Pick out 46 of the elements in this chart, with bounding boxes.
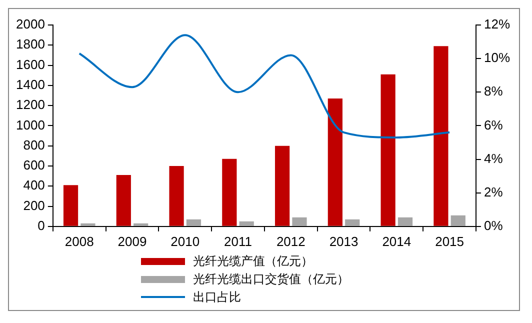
bar bbox=[116, 175, 131, 226]
legend-label: 出口占比 bbox=[193, 289, 241, 305]
y-tick-label: 200 bbox=[23, 198, 45, 213]
bar bbox=[292, 217, 307, 226]
y-tick-label: 2000 bbox=[16, 16, 45, 32]
bar bbox=[398, 217, 413, 226]
bar bbox=[222, 158, 237, 226]
bar bbox=[239, 221, 254, 226]
y2-tick-label: 12% bbox=[484, 16, 510, 32]
y-tick-label: 1400 bbox=[16, 77, 45, 92]
bar bbox=[80, 223, 96, 226]
x-tick-label: 2013 bbox=[329, 234, 358, 249]
bar bbox=[380, 74, 396, 226]
legend-label: 光纤光缆产值（亿元） bbox=[193, 253, 313, 269]
y-tick-label: 400 bbox=[23, 178, 45, 193]
x-tick-label: 2012 bbox=[276, 234, 306, 249]
bar bbox=[450, 215, 466, 226]
bar bbox=[434, 46, 448, 226]
bar bbox=[328, 98, 342, 226]
y-tick-label: 800 bbox=[23, 137, 45, 152]
bar bbox=[274, 146, 290, 226]
x-tick-label: 2014 bbox=[382, 234, 412, 249]
bar bbox=[134, 223, 148, 226]
y2-tick-label: 8% bbox=[484, 84, 504, 99]
y-tick-label: 1000 bbox=[16, 117, 45, 132]
y2-tick-label: 4% bbox=[484, 150, 504, 166]
y-tick-label: 1200 bbox=[16, 97, 45, 112]
x-tick-label: 2015 bbox=[435, 234, 464, 249]
y-tick-label: 1600 bbox=[16, 56, 45, 72]
x-tick-label: 2008 bbox=[64, 234, 94, 249]
bar bbox=[63, 185, 78, 226]
bar bbox=[169, 166, 184, 226]
line-series bbox=[78, 34, 451, 138]
y2-tick-label: 2% bbox=[484, 184, 504, 200]
x-tick-label: 2010 bbox=[170, 234, 200, 249]
bar bbox=[186, 219, 202, 226]
y2-tick-label: 0% bbox=[484, 218, 504, 233]
y-tick-label: 600 bbox=[23, 158, 45, 173]
x-tick-label: 2009 bbox=[118, 234, 147, 249]
y2-tick-label: 10% bbox=[484, 50, 510, 66]
y2-tick-label: 6% bbox=[484, 117, 504, 132]
y-tick-label: 0 bbox=[38, 218, 45, 233]
legend-label: 光纤光缆出口交货值（亿元） bbox=[193, 271, 349, 287]
x-tick-label: 2011 bbox=[224, 234, 252, 249]
y-tick-label: 1800 bbox=[16, 36, 45, 52]
bar bbox=[345, 219, 360, 226]
